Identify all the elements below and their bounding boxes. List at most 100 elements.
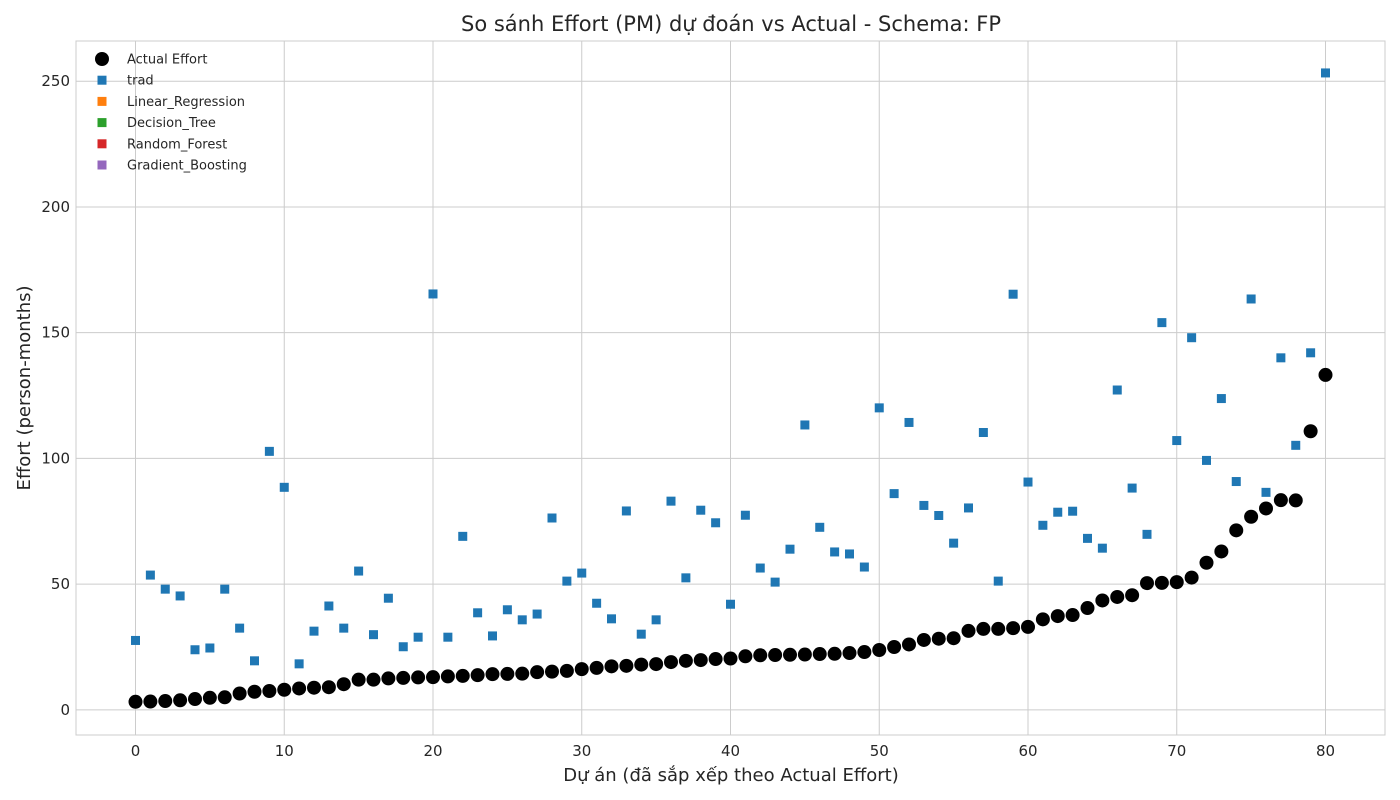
actual-effort-point — [916, 632, 931, 647]
actual-effort-point — [411, 670, 426, 685]
actual-effort-point — [649, 657, 664, 672]
plot-area-frame — [75, 40, 1386, 736]
legend-label-actual-effort: Actual Effort — [127, 53, 207, 68]
x-tick-label: 80 — [1316, 742, 1335, 760]
actual-effort-point — [485, 667, 500, 682]
trad-point — [696, 505, 706, 515]
trad-point — [1261, 487, 1271, 497]
trad-point — [919, 500, 929, 510]
chart-title: So sánh Effort (PM) dự đoán vs Actual - … — [461, 12, 1001, 36]
trad-point — [666, 496, 676, 506]
y-tick-label: 100 — [41, 449, 70, 467]
legend-marker-trad — [97, 75, 107, 85]
actual-effort-point — [217, 690, 232, 705]
trad-point — [562, 576, 572, 586]
actual-effort-point — [426, 670, 440, 685]
actual-effort-point — [545, 664, 559, 679]
trad-point — [294, 659, 304, 669]
actual-effort-point — [812, 647, 827, 662]
data-marks — [128, 68, 1333, 709]
x-tick-label: 70 — [1167, 742, 1186, 760]
x-tick-label: 60 — [1018, 742, 1037, 760]
actual-effort-point — [1021, 619, 1035, 634]
actual-effort-point — [783, 647, 797, 662]
x-tick-label: 10 — [275, 742, 294, 760]
trad-point — [1276, 353, 1286, 363]
actual-effort-point — [455, 668, 470, 683]
actual-effort-point — [307, 680, 321, 695]
trad-point — [785, 544, 795, 554]
actual-effort-point — [158, 694, 173, 709]
trad-point — [845, 549, 854, 559]
actual-effort-point — [247, 684, 262, 699]
trad-point — [1306, 348, 1316, 358]
actual-effort-point — [470, 668, 485, 683]
x-tick-label: 50 — [870, 742, 889, 760]
trad-point — [1038, 520, 1048, 530]
y-tick-label: 50 — [51, 575, 70, 593]
actual-effort-point — [1244, 509, 1259, 524]
trad-point — [1231, 477, 1241, 487]
trad-point — [1157, 318, 1167, 328]
actual-effort-point — [1095, 593, 1110, 608]
legend-label-gradient-boosting: Gradient_Boosting — [127, 159, 247, 174]
legend-label-trad: trad — [127, 74, 154, 89]
actual-effort-point — [202, 690, 217, 705]
trad-point — [726, 599, 735, 609]
trad-point — [413, 632, 423, 642]
actual-effort-point — [976, 621, 991, 636]
trad-point — [1097, 543, 1107, 553]
trad-point — [145, 570, 155, 580]
actual-effort-point — [619, 658, 634, 673]
trad-point — [770, 577, 780, 587]
actual-effort-point — [1125, 588, 1140, 603]
actual-effort-point — [321, 680, 336, 695]
trad-point — [949, 538, 959, 548]
actual-effort-point — [1259, 501, 1273, 516]
legend: Actual Effort trad Linear_Regression Decisi… — [95, 52, 247, 174]
x-tick-label: 30 — [572, 742, 591, 760]
x-axis-label: Dự án (đã sắp xếp theo Actual Effort) — [563, 765, 898, 786]
trad-point — [711, 518, 721, 528]
x-tick-label: 20 — [423, 742, 442, 760]
actual-effort-point — [1303, 424, 1318, 439]
trad-point — [621, 506, 631, 516]
trad-point — [190, 645, 200, 655]
actual-effort-point — [232, 686, 247, 701]
trad-point — [220, 584, 230, 594]
trad-point — [815, 522, 825, 532]
actual-effort-point — [574, 662, 589, 677]
actual-effort-point — [1199, 555, 1214, 570]
actual-effort-point — [634, 657, 649, 672]
trad-point — [458, 531, 468, 541]
actual-effort-point — [678, 653, 693, 668]
trad-point — [369, 630, 378, 640]
y-tick-label: 250 — [41, 72, 70, 90]
trad-point — [383, 593, 393, 603]
legend-marker-decision-tree — [97, 118, 107, 128]
trad-point — [1127, 483, 1137, 493]
trad-point — [339, 623, 349, 633]
trad-point — [859, 562, 869, 572]
actual-effort-point — [931, 631, 946, 646]
legend-label-linear-regression: Linear_Regression — [127, 95, 245, 110]
actual-effort-point — [604, 659, 619, 674]
actual-effort-point — [872, 643, 887, 658]
trad-point — [1083, 533, 1092, 543]
trad-point — [131, 635, 140, 645]
trad-point — [502, 605, 512, 615]
actual-effort-point — [396, 670, 411, 685]
trad-point — [354, 566, 364, 576]
trad-point — [1216, 394, 1226, 404]
legend-marker-gradient-boosting — [97, 160, 107, 170]
actual-effort-point — [827, 646, 842, 661]
trad-point — [1291, 440, 1301, 450]
trad-point — [681, 573, 691, 583]
trad-point — [978, 428, 988, 438]
actual-effort-point — [768, 648, 783, 663]
actual-effort-point — [1080, 601, 1095, 616]
trad-point — [800, 420, 810, 430]
actual-effort-point — [664, 655, 678, 670]
actual-effort-point — [173, 693, 188, 708]
